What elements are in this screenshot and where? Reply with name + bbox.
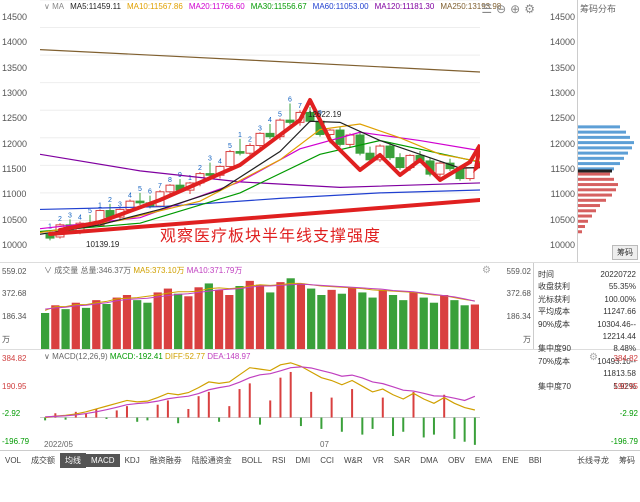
menu-icon[interactable]: ☰ xyxy=(481,2,492,16)
time-axis-mid: 07 xyxy=(320,440,329,449)
chips-info-panel: 时间20220722收盘获利55.35%光标获利100.00%平均成本11247… xyxy=(533,263,640,349)
tab-RSI[interactable]: RSI xyxy=(267,454,290,467)
macd-legend: ∨ MACD(12,26,9) MACD:-192.41 DIFF:52.77 … xyxy=(44,352,250,361)
svg-text:8: 8 xyxy=(168,177,172,184)
svg-text:4: 4 xyxy=(218,158,222,165)
svg-text:2: 2 xyxy=(198,165,202,172)
svg-text:6: 6 xyxy=(288,96,292,103)
plus-icon[interactable]: ⊕ xyxy=(510,2,520,16)
tab-EMA[interactable]: EMA xyxy=(470,454,497,467)
candlestick-chart[interactable]: ☰ ⊖ ⊕ ⚙ ∨ MAMA5:11459.11MA10:11567.86MA2… xyxy=(40,0,537,262)
svg-text:3: 3 xyxy=(68,212,72,219)
tab-SAR[interactable]: SAR xyxy=(389,454,415,467)
tab-BBI[interactable]: BBI xyxy=(524,454,547,467)
tab-MACD[interactable]: MACD xyxy=(86,454,120,467)
indicator-tabs[interactable]: VOL成交额均线MACDKDJ融资融劵陆股通资金BOLLRSIDMICCIW&R… xyxy=(0,450,640,469)
svg-text:4: 4 xyxy=(78,215,82,222)
svg-text:4: 4 xyxy=(128,193,132,200)
tab-融资融劵[interactable]: 融资融劵 xyxy=(145,453,187,468)
volume-yaxis-right: 559.02372.68186.34万 xyxy=(493,263,533,349)
svg-text:5: 5 xyxy=(278,111,282,118)
candle-svg: 1234512345678912345123456789 xyxy=(40,0,480,248)
volume-chart[interactable]: ⚙ ∨ 成交量 总量:346.37万 MA5:373.10万 MA10:371.… xyxy=(40,263,493,349)
tab-均线[interactable]: 均线 xyxy=(60,453,86,468)
gear-icon[interactable]: ⚙ xyxy=(482,265,491,276)
tab-DMA[interactable]: DMA xyxy=(415,454,443,467)
svg-text:2: 2 xyxy=(248,136,252,143)
tab-BOLL[interactable]: BOLL xyxy=(237,454,267,467)
tab-长线寻龙[interactable]: 长线寻龙 xyxy=(572,453,614,468)
svg-text:5: 5 xyxy=(138,186,142,193)
tab-陆股通资金[interactable]: 陆股通资金 xyxy=(187,453,237,468)
svg-text:1: 1 xyxy=(238,132,242,139)
volume-legend: ∨ 成交量 总量:346.37万 MA5:373.10万 MA10:371.79… xyxy=(44,265,242,276)
annotation-text: 观察医疗板块半年线支撑强度 xyxy=(160,222,381,246)
tab-VR[interactable]: VR xyxy=(368,454,389,467)
macd-yaxis-left: 384.82190.95-2.92-196.79 xyxy=(0,350,40,450)
gear-icon[interactable]: ⚙ xyxy=(589,352,598,363)
tab-W&R[interactable]: W&R xyxy=(339,454,368,467)
svg-text:5: 5 xyxy=(88,208,92,215)
svg-text:6: 6 xyxy=(148,189,152,196)
tab-筹码[interactable]: 筹码 xyxy=(614,453,640,468)
low-price-label: 10139.19 xyxy=(86,240,119,249)
svg-text:7: 7 xyxy=(298,103,302,110)
svg-text:5: 5 xyxy=(228,143,232,150)
tab-CCI[interactable]: CCI xyxy=(315,454,339,467)
chips-distribution[interactable]: 筹码分布 筹码 xyxy=(577,0,640,262)
svg-text:4: 4 xyxy=(268,117,272,124)
svg-text:3: 3 xyxy=(208,156,212,163)
time-axis-start: 2022/05 xyxy=(44,440,73,449)
tab-VOL[interactable]: VOL xyxy=(0,454,26,467)
svg-text:2: 2 xyxy=(108,197,112,204)
minus-icon[interactable]: ⊖ xyxy=(496,2,506,16)
tab-OBV[interactable]: OBV xyxy=(443,454,470,467)
svg-text:7: 7 xyxy=(158,183,162,190)
tab-DMI[interactable]: DMI xyxy=(291,454,316,467)
price-yaxis-right: 1450014000135001300012500120001150011000… xyxy=(537,0,577,262)
svg-text:2: 2 xyxy=(58,216,62,223)
svg-text:3: 3 xyxy=(258,125,262,132)
macd-yaxis-right: 384.82190.95-2.92-196.79 xyxy=(600,350,640,450)
chips-button[interactable]: 筹码 xyxy=(612,245,638,260)
high-price-label: 12622.19 xyxy=(308,110,341,119)
price-yaxis-left: 1450014000135001300012500120001150011000… xyxy=(0,0,40,262)
gear-icon[interactable]: ⚙ xyxy=(524,2,535,16)
tab-ENE[interactable]: ENE xyxy=(497,454,523,467)
ma-legend: ∨ MAMA5:11459.11MA10:11567.86MA20:11766.… xyxy=(44,2,501,11)
macd-chart[interactable]: ⚙ ∨ MACD(12,26,9) MACD:-192.41 DIFF:52.7… xyxy=(40,350,600,450)
tab-KDJ[interactable]: KDJ xyxy=(120,454,145,467)
tab-成交额[interactable]: 成交额 xyxy=(26,453,60,468)
volume-yaxis-left: 559.02372.68186.34万 xyxy=(0,263,40,349)
